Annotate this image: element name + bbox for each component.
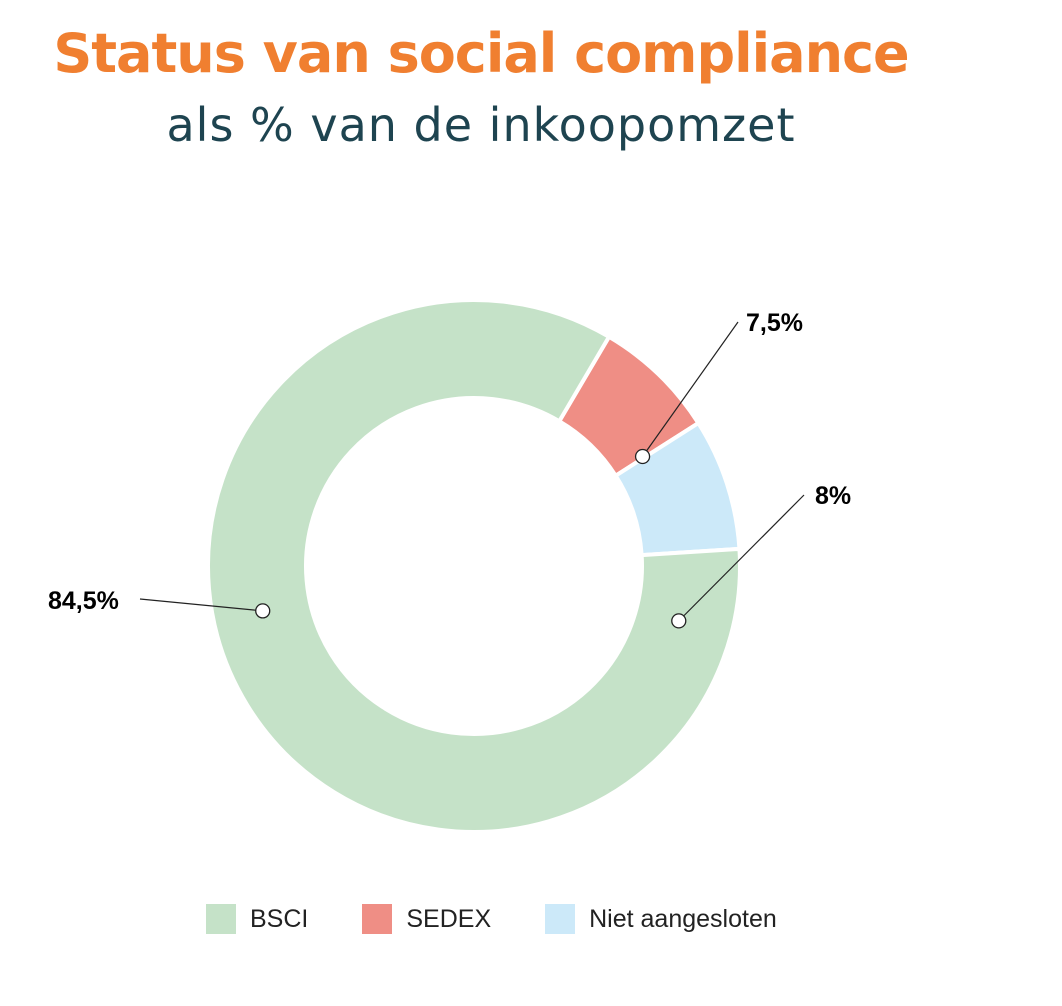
marker-dot-sedex	[634, 448, 651, 465]
legend-swatch-sedex	[362, 904, 393, 934]
legend-swatch-niet-aangesloten	[545, 904, 576, 934]
data-label-bsci: 84,5%	[48, 587, 119, 615]
legend-label-bsci: BSCI	[250, 904, 309, 933]
marker-dot-bsci	[255, 603, 271, 619]
data-label-niet-aangesloten: 8%	[815, 482, 851, 510]
donut-chart: 84,5% 7,5% 8%	[48, 298, 851, 834]
legend-item-niet-aangesloten: Niet aangesloten	[545, 904, 777, 934]
legend-item-bsci: BSCI	[206, 904, 308, 934]
leader-line-bsci	[139, 598, 263, 612]
legend: BSCI SEDEX Niet aangesloten	[206, 904, 831, 934]
legend-item-sedex: SEDEX	[362, 904, 491, 934]
legend-swatch-bsci	[206, 904, 236, 934]
slice-bsci	[206, 298, 742, 834]
leader-line-sedex	[642, 321, 739, 457]
chart-subtitle: als % van de inkoopomzet	[166, 98, 796, 152]
legend-label-niet-aangesloten: Niet aangesloten	[589, 904, 777, 933]
chart-title: Status van social compliance	[53, 22, 909, 85]
data-label-sedex: 7,5%	[746, 309, 803, 337]
legend-label-sedex: SEDEX	[406, 904, 492, 933]
marker-dot-niet-aangesloten	[671, 613, 687, 629]
leader-line-niet-aangesloten	[678, 494, 805, 622]
